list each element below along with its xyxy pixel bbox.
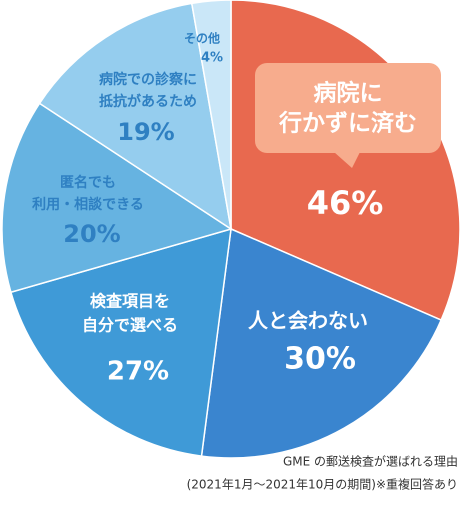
slice-label: 人と会わない bbox=[248, 309, 368, 333]
slice bbox=[190, 0, 232, 230]
slice-label: 抵抗があるため bbox=[99, 93, 197, 110]
slice bbox=[9, 227, 232, 457]
slice-label: 病院に bbox=[314, 80, 383, 107]
value-label: 20% bbox=[63, 220, 120, 248]
value-label: 30% bbox=[284, 342, 356, 377]
callout bbox=[255, 63, 441, 168]
slice-label: 病院での診察に bbox=[99, 71, 197, 88]
slice-label: 検査項目を bbox=[90, 292, 170, 311]
value-label: 27% bbox=[107, 357, 169, 387]
note: GME の郵送検査が選ばれる理由 bbox=[283, 454, 458, 469]
slice-label: 匿名でも bbox=[60, 174, 116, 191]
value-label: 46% bbox=[307, 184, 384, 222]
slice bbox=[1, 102, 233, 294]
pie bbox=[1, 0, 461, 459]
slice bbox=[200, 227, 443, 459]
slice-label: 利用・相談できる bbox=[32, 196, 144, 213]
slice-label: 自分で選べる bbox=[82, 316, 178, 335]
value-label: 4% bbox=[201, 51, 223, 66]
callout-pointer bbox=[334, 152, 360, 168]
slice-label: その他 bbox=[184, 31, 220, 46]
slice bbox=[38, 2, 233, 231]
value-label: 19% bbox=[117, 118, 174, 146]
callout-box bbox=[255, 63, 441, 153]
note: (2021年1月～2021年10月の期間)※重複回答あり bbox=[187, 477, 458, 492]
slice-label: 行かずに済む bbox=[278, 110, 417, 137]
